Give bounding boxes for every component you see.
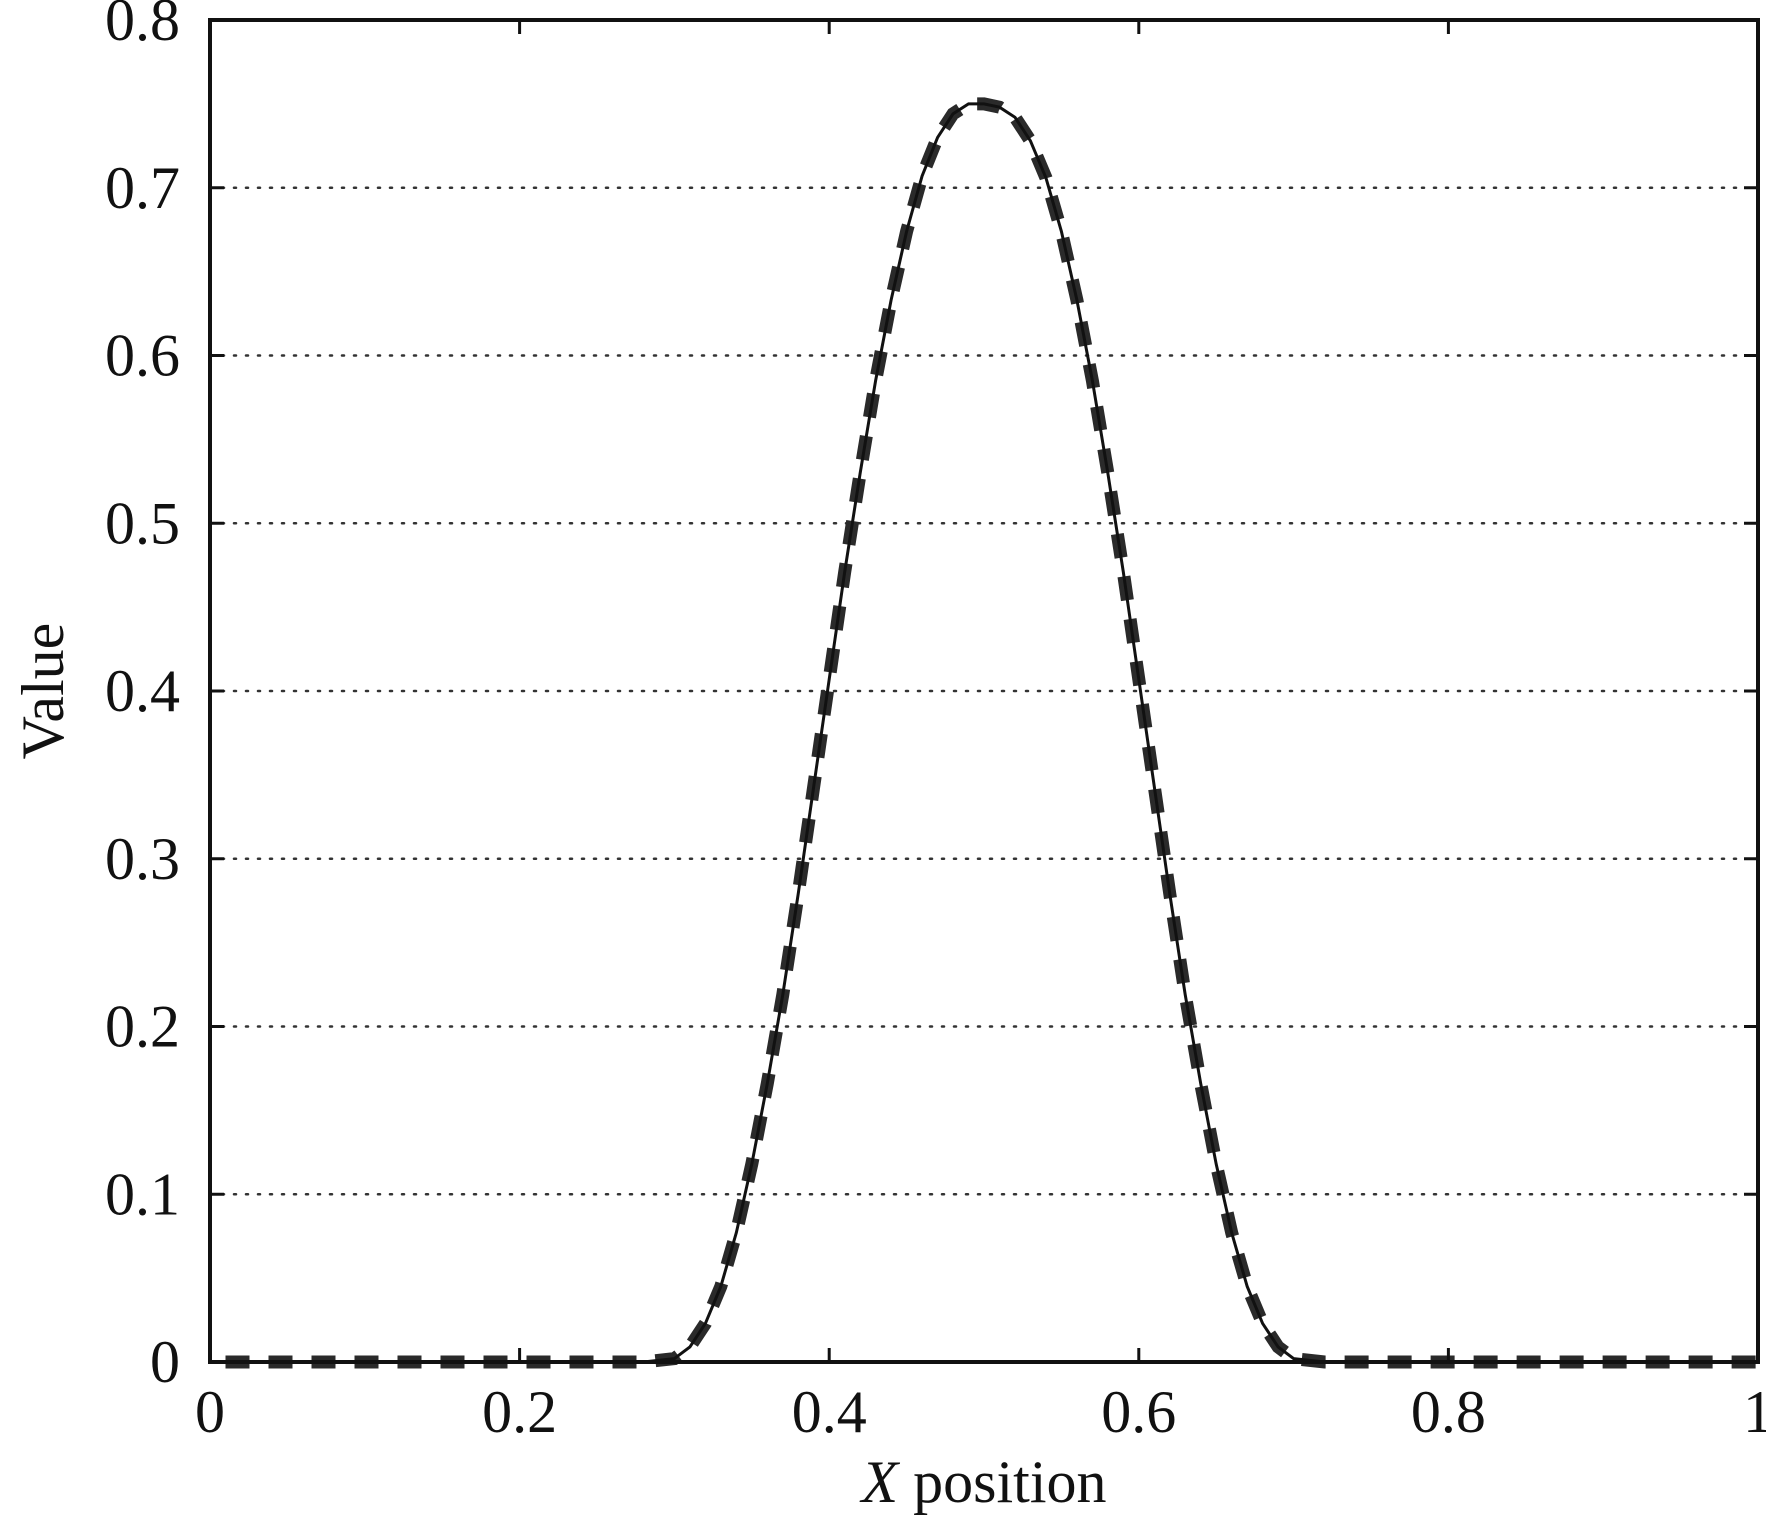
series-line-dashed bbox=[225, 97, 1758, 1369]
x-tick-labels: 0 0.2 0.4 0.6 0.8 1 bbox=[195, 1379, 1766, 1445]
x-tick-label: 0 bbox=[195, 1379, 225, 1445]
x-axis-title-italic: X bbox=[859, 1449, 900, 1515]
x-tick-label: 1 bbox=[1743, 1379, 1766, 1445]
x-tick-label: 0.2 bbox=[482, 1379, 557, 1445]
y-tick-label: 0.7 bbox=[105, 155, 180, 221]
y-tick-labels: 0 0.1 0.2 0.3 0.4 0.5 0.6 0.7 0.8 bbox=[105, 0, 180, 1395]
y-tick-label: 0.3 bbox=[105, 826, 180, 892]
x-tick-label: 0.4 bbox=[792, 1379, 867, 1445]
x-tick-label: 0.8 bbox=[1411, 1379, 1486, 1445]
y-tick-label: 0.5 bbox=[105, 490, 180, 556]
y-tick-label: 0.1 bbox=[105, 1161, 180, 1227]
y-tick-label: 0.8 bbox=[105, 0, 180, 53]
x-tick-label: 0.6 bbox=[1101, 1379, 1176, 1445]
series-line-solid bbox=[210, 102, 1758, 1364]
y-tick-label: 0.2 bbox=[105, 994, 180, 1060]
x-axis-title: X position bbox=[859, 1449, 1106, 1515]
y-tick-label: 0.6 bbox=[105, 323, 180, 389]
x-axis-title-rest: position bbox=[898, 1449, 1106, 1515]
plot-frame bbox=[208, 18, 1760, 1364]
grid-lines bbox=[208, 186, 1760, 1196]
y-tick-label: 0.4 bbox=[105, 658, 180, 724]
y-axis-title: Value bbox=[10, 623, 76, 760]
y-tick-label: 0 bbox=[150, 1329, 180, 1395]
tick-marks bbox=[208, 18, 1760, 1364]
series-layer bbox=[210, 97, 1758, 1369]
